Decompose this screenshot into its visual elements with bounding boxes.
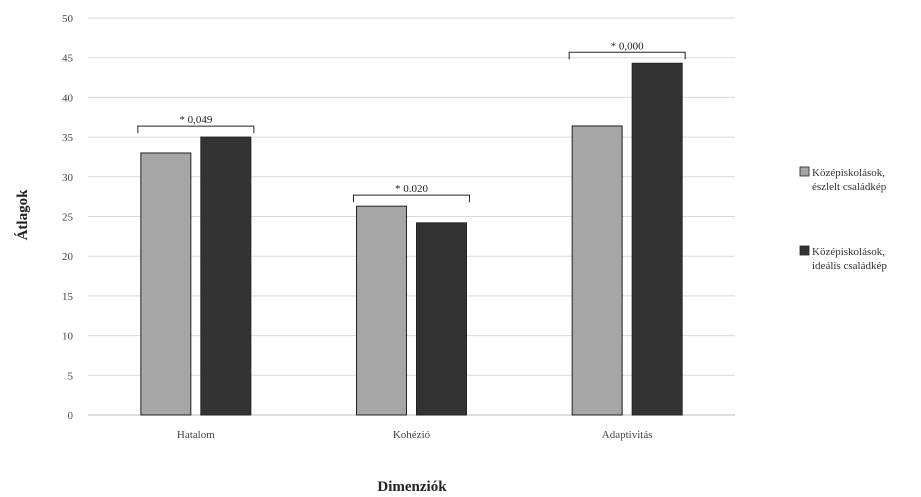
significance-annotations: * 0,049 * 0.020 * 0,000	[137, 40, 686, 203]
x-tick-label: Kohézió	[393, 429, 431, 441]
significance-label: * 0,000	[611, 40, 645, 52]
legend-label: Középiskolások,	[812, 167, 885, 179]
x-tick-label: Hatalom	[177, 429, 215, 441]
y-axis-title: Átlagok	[14, 189, 31, 240]
x-tick-label: Adaptivitás	[602, 429, 653, 441]
y-tick-label: 0	[68, 410, 74, 422]
legend-label: Középiskolások,	[812, 246, 885, 258]
y-tick-label: 15	[62, 291, 74, 303]
y-tick-label: 25	[62, 212, 74, 224]
bar-kohézió-series-2	[416, 222, 467, 416]
y-tick-label: 10	[62, 331, 74, 343]
bar-hatalom-series-2	[200, 136, 252, 416]
y-tick-label: 45	[62, 53, 74, 65]
significance-bracket	[137, 125, 255, 134]
legend-label: ideális családkép	[812, 260, 887, 272]
legend-swatch	[799, 166, 810, 177]
x-axis-title: Dimenziók	[377, 479, 447, 495]
x-axis-ticks: Hatalom Kohézió Adaptivitás	[177, 429, 653, 441]
y-tick-label: 50	[62, 13, 74, 25]
y-tick-label: 5	[68, 370, 74, 382]
y-axis-ticks: 0 5 10 15 20 25 30 35 40 45 50	[62, 13, 74, 422]
bar-adaptivitás-series-1	[571, 125, 623, 416]
significance-label: * 0,049	[179, 114, 213, 126]
significance-bracket	[568, 51, 686, 60]
bar-kohézió-series-1	[356, 205, 407, 416]
significance-label: * 0.020	[395, 183, 429, 195]
significance-bracket	[353, 194, 470, 203]
bars	[140, 62, 683, 416]
legend-label: észlelt családkép	[812, 181, 887, 193]
bar-adaptivitás-series-2	[631, 62, 683, 416]
y-tick-label: 40	[62, 92, 74, 104]
gridlines	[88, 17, 735, 416]
y-tick-label: 30	[62, 172, 74, 184]
y-tick-label: 35	[62, 132, 74, 144]
y-tick-label: 20	[62, 251, 74, 263]
legend: Középiskolások, észlelt családkép Középisk…	[799, 166, 887, 272]
legend-swatch	[799, 245, 810, 256]
bar-hatalom-series-1	[140, 152, 192, 416]
